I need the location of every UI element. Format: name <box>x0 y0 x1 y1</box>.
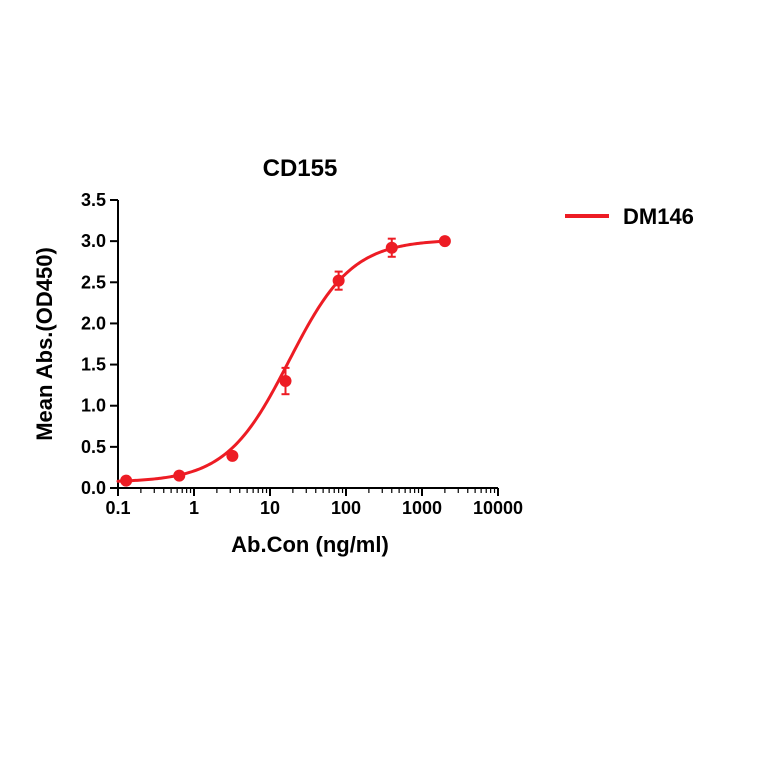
y-tick-label: 0.5 <box>81 437 106 457</box>
data-marker <box>226 450 238 462</box>
y-tick-label: 1.5 <box>81 355 106 375</box>
y-tick-label: 2.5 <box>81 272 106 292</box>
y-tick-label: 2.0 <box>81 313 106 333</box>
y-tick-label: 1.0 <box>81 396 106 416</box>
y-tick-label: 3.0 <box>81 231 106 251</box>
y-tick-label: 3.5 <box>81 190 106 210</box>
chart-container: 0.0 0.5 1.0 1.5 2.0 2.5 3.0 3.5 0.1 1 10 100 1000 100… <box>0 0 764 764</box>
data-marker <box>439 235 451 247</box>
chart-svg: 0.0 0.5 1.0 1.5 2.0 2.5 3.0 3.5 0.1 1 10 100 1000 100… <box>0 0 764 764</box>
x-tick-label: 10000 <box>473 498 523 518</box>
data-marker <box>333 275 345 287</box>
data-marker <box>280 375 292 387</box>
x-tick-label: 10 <box>260 498 280 518</box>
x-tick-label: 0.1 <box>105 498 130 518</box>
x-tick-label: 1 <box>189 498 199 518</box>
chart-title: CD155 <box>263 155 338 182</box>
data-marker <box>386 242 398 254</box>
data-marker <box>120 475 132 487</box>
x-axis-label: Ab.Con (ng/ml) <box>231 532 389 557</box>
y-axis-label: Mean Abs.(OD450) <box>32 247 57 441</box>
x-tick-label: 1000 <box>402 498 442 518</box>
legend-label: DM146 <box>623 204 694 229</box>
series-line <box>118 241 444 481</box>
y-tick-label: 0.0 <box>81 478 106 498</box>
x-tick-label: 100 <box>331 498 361 518</box>
data-marker <box>173 470 185 482</box>
